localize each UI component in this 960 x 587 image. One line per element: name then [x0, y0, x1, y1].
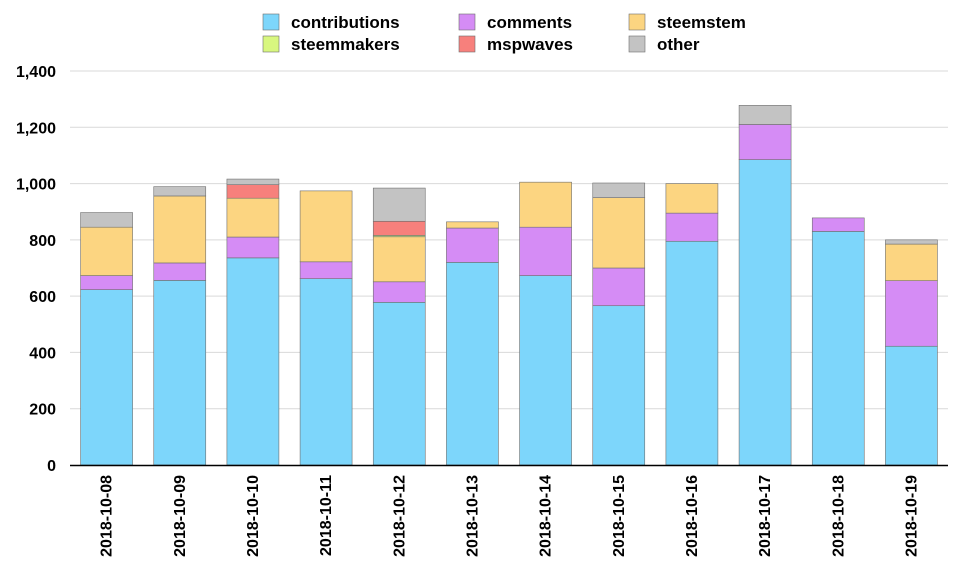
bar-segment-other	[226, 178, 280, 185]
y-tick-label: 1,000	[16, 177, 56, 194]
bar-segment-steemstem	[226, 197, 280, 238]
legend-swatch-mspwaves	[458, 35, 476, 53]
gridlines	[70, 70, 948, 410]
bar-segment-steemstem	[372, 236, 426, 283]
bar-segment-steemstem	[80, 226, 133, 276]
x-tick-label: 2018-10-17	[757, 475, 774, 557]
legend-swatch-other	[628, 35, 646, 53]
legend-label-mspwaves: mspwaves	[487, 35, 573, 54]
x-tick-label: 2018-10-10	[245, 475, 262, 557]
bar-segment-contributions	[592, 305, 646, 466]
bar-segment-other	[592, 182, 646, 198]
x-tick-label: 2018-10-08	[99, 475, 116, 557]
bar-segment-other	[153, 186, 207, 197]
x-tick-label: 2018-10-16	[684, 475, 701, 557]
bar-segment-comments	[153, 262, 207, 281]
bar-segment-comments	[738, 124, 792, 160]
legend-swatch-steemmakers	[262, 35, 280, 53]
bar-segment-contributions	[299, 278, 353, 466]
bar-segment-steemstem	[885, 243, 938, 281]
bar-segment-comments	[519, 226, 572, 276]
legend-label-contributions: contributions	[291, 13, 400, 32]
bar-segment-other	[372, 187, 426, 222]
x-axis-ticks: 2018-10-08 2018-10-09 2018-10-10 2018-10-11…	[99, 475, 921, 557]
bar-segment-steemstem	[665, 183, 719, 214]
bar-segment-comments	[665, 212, 719, 242]
x-tick-label: 2018-10-15	[611, 475, 628, 557]
x-tick-label: 2018-10-09	[172, 475, 189, 557]
bar-segment-contributions	[665, 240, 719, 466]
bars	[80, 105, 938, 466]
y-tick-label: 0	[47, 458, 56, 475]
bar-segment-comments	[592, 267, 646, 307]
y-tick-label: 600	[29, 289, 56, 306]
bar-segment-contributions	[226, 257, 280, 466]
bar-segment-steemstem	[299, 190, 353, 263]
bar-segment-other	[738, 105, 792, 125]
bar-segment-steemstem	[592, 197, 646, 269]
y-tick-label: 400	[29, 345, 56, 362]
bar-segment-steemstem	[519, 181, 572, 228]
bar-segment-contributions	[446, 262, 499, 466]
legend-label-steemstem: steemstem	[657, 13, 746, 32]
y-tick-label: 1,400	[16, 64, 56, 81]
bar-segment-contributions	[519, 275, 572, 466]
x-tick-label: 2018-10-19	[903, 475, 920, 557]
bar-segment-comments	[80, 275, 133, 290]
y-tick-label: 800	[29, 233, 56, 250]
legend-label-other: other	[657, 35, 700, 54]
x-tick-label: 2018-10-18	[830, 475, 847, 557]
bar-segment-comments	[226, 236, 280, 259]
x-tick-label: 2018-10-11	[318, 475, 335, 556]
x-tick-label: 2018-10-12	[391, 475, 408, 557]
legend-swatch-comments	[458, 13, 476, 31]
bar-segment-comments	[885, 280, 938, 347]
legend: contributions comments steemstem steemmaker…	[262, 13, 746, 54]
x-tick-label: 2018-10-13	[464, 475, 481, 557]
legend-label-steemmakers: steemmakers	[291, 35, 400, 54]
bar-segment-mspwaves	[372, 220, 426, 236]
bar-segment-mspwaves	[226, 184, 280, 199]
bar-segment-other	[80, 212, 133, 228]
bar-segment-other	[885, 239, 938, 245]
legend-swatch-steemstem	[628, 13, 646, 31]
legend-swatch-contributions	[262, 13, 280, 31]
legend-label-comments: comments	[487, 13, 572, 32]
y-tick-label: 1,200	[16, 120, 56, 137]
bar-segment-steemstem	[153, 195, 207, 264]
bar-segment-contributions	[153, 280, 207, 466]
bar-segment-comments	[299, 261, 353, 279]
y-tick-label: 200	[29, 402, 56, 419]
bar-segment-contributions	[372, 302, 426, 466]
bar-segment-contributions	[811, 231, 865, 466]
bar-segment-comments	[811, 217, 865, 232]
bar-segment-steemstem	[446, 221, 499, 229]
bar-segment-comments	[372, 281, 426, 303]
bar-segment-contributions	[885, 345, 938, 466]
x-tick-label: 2018-10-14	[538, 475, 555, 557]
bar-segment-comments	[446, 227, 499, 263]
y-axis-ticks: 0 200 400 600 800 1,000 1,200 1,400	[16, 64, 56, 475]
bar-segment-contributions	[738, 159, 792, 466]
bar-segment-contributions	[80, 289, 133, 466]
